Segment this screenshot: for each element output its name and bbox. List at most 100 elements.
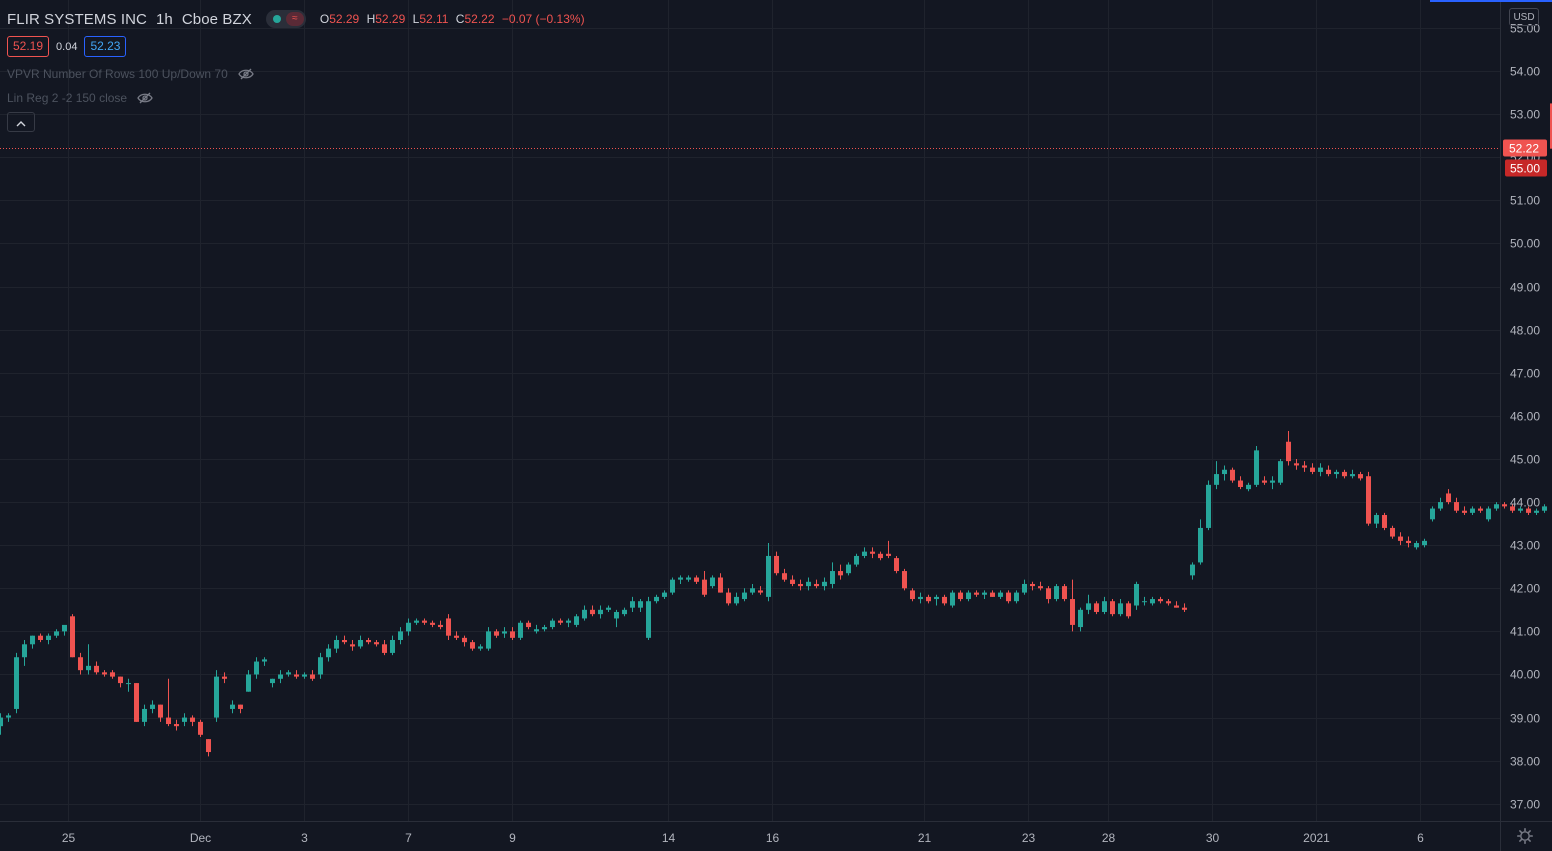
candle-body — [374, 642, 379, 645]
candle-body — [1238, 480, 1243, 487]
candle-body — [1294, 463, 1299, 466]
candle-body — [502, 631, 507, 634]
candle-body — [1038, 586, 1043, 589]
candle-body — [94, 665, 99, 673]
candle-body — [862, 551, 867, 556]
candle-body — [686, 577, 691, 580]
y-tick-label: 45.00 — [1510, 453, 1540, 467]
candle-body — [566, 620, 571, 623]
symbol-legend[interactable]: FLIR SYSTEMS INC 1h Cboe BZX ≈ O52.29 H5… — [7, 9, 589, 29]
x-tick-label: 21 — [918, 831, 932, 845]
y-tick-label: 53.00 — [1510, 108, 1540, 122]
candle-body — [838, 571, 843, 576]
market-status-toggle[interactable]: ≈ — [265, 10, 306, 28]
candle-body — [22, 644, 27, 658]
candle-body — [310, 674, 315, 679]
candle-body — [1046, 588, 1051, 600]
candle-body — [1350, 474, 1355, 477]
close-value: 52.22 — [464, 12, 495, 26]
y-tick-label: 48.00 — [1510, 324, 1540, 338]
candle-body — [446, 618, 451, 636]
candle-body — [414, 620, 419, 623]
candle-body — [870, 551, 875, 554]
candle-body — [1438, 502, 1443, 509]
candle-body — [630, 601, 635, 608]
candle-body — [1126, 603, 1131, 617]
candle-body — [734, 596, 739, 604]
candle-body — [886, 553, 891, 556]
candle-body — [462, 637, 467, 643]
candle-body — [46, 635, 51, 640]
candle-body — [1174, 605, 1179, 608]
last-price-label: 52.22 — [1509, 142, 1539, 156]
settings-gear-icon[interactable] — [1517, 828, 1533, 844]
candle-body — [518, 622, 523, 638]
candle-body — [702, 579, 707, 595]
x-tick-label: 23 — [1022, 831, 1036, 845]
candle-body — [70, 616, 75, 658]
candle-body — [1326, 469, 1331, 475]
candle-body — [878, 553, 883, 559]
candle-body — [102, 672, 107, 675]
candle-body — [246, 674, 251, 692]
candle-body — [1190, 564, 1195, 576]
candle-body — [198, 721, 203, 735]
candle-body — [1430, 508, 1435, 520]
candle-body — [454, 635, 459, 638]
candle-body — [182, 717, 187, 722]
collapse-legend-button[interactable] — [7, 112, 35, 132]
candle-body — [1478, 508, 1483, 511]
candle-body — [470, 642, 475, 649]
candle-body — [638, 601, 643, 608]
candle-body — [1110, 601, 1115, 615]
candle-body — [190, 717, 195, 722]
candle-body — [990, 592, 995, 597]
x-tick-label: 3 — [301, 831, 308, 845]
realtime-wave-icon: ≈ — [285, 12, 304, 26]
x-tick-label: 16 — [766, 831, 780, 845]
currency-button[interactable]: USD — [1509, 8, 1539, 26]
candle-body — [1366, 476, 1371, 524]
candle-body — [142, 708, 147, 722]
candle-body — [1102, 601, 1107, 612]
candle-body — [486, 631, 491, 649]
eye-hidden-icon[interactable] — [238, 68, 254, 80]
candle-body — [150, 704, 155, 709]
candle-body — [1206, 484, 1211, 528]
symbol-name[interactable]: FLIR SYSTEMS INC — [7, 10, 147, 28]
candle-body — [358, 639, 363, 647]
candle-body — [6, 715, 11, 718]
candle-body — [854, 555, 859, 565]
candle-body — [526, 622, 531, 628]
candle-body — [158, 704, 163, 718]
low-value: 52.11 — [419, 12, 449, 26]
candle-body — [1358, 474, 1363, 479]
candle-body — [406, 622, 411, 632]
bid-price-button[interactable]: 52.19 — [7, 36, 50, 57]
candle-body — [1278, 461, 1283, 483]
candle-body — [958, 592, 963, 600]
candle-body — [1334, 471, 1339, 475]
candle-body — [678, 577, 683, 580]
candle-body — [1086, 603, 1091, 610]
interval-label[interactable]: 1h — [155, 10, 173, 28]
candle-body — [910, 590, 915, 600]
exchange-label: Cboe BZX — [181, 10, 252, 28]
indicator-linreg[interactable]: Lin Reg 2 -2 150 close — [7, 91, 153, 105]
candle-body — [1030, 583, 1035, 587]
candle-body — [1198, 527, 1203, 563]
candle-body — [0, 717, 3, 727]
candle-body — [1054, 586, 1059, 600]
y-tick-label: 41.00 — [1510, 625, 1540, 639]
candle-body — [382, 644, 387, 653]
eye-hidden-icon[interactable] — [137, 92, 153, 104]
indicator-vpvr[interactable]: VPVR Number Of Rows 100 Up/Down 70 — [7, 67, 254, 81]
candle-body — [654, 596, 659, 602]
candle-body — [1342, 471, 1347, 477]
candle-body — [1062, 586, 1067, 600]
ask-price-button[interactable]: 52.23 — [84, 36, 127, 57]
candle-body — [1374, 515, 1379, 524]
candle-body — [598, 609, 603, 615]
